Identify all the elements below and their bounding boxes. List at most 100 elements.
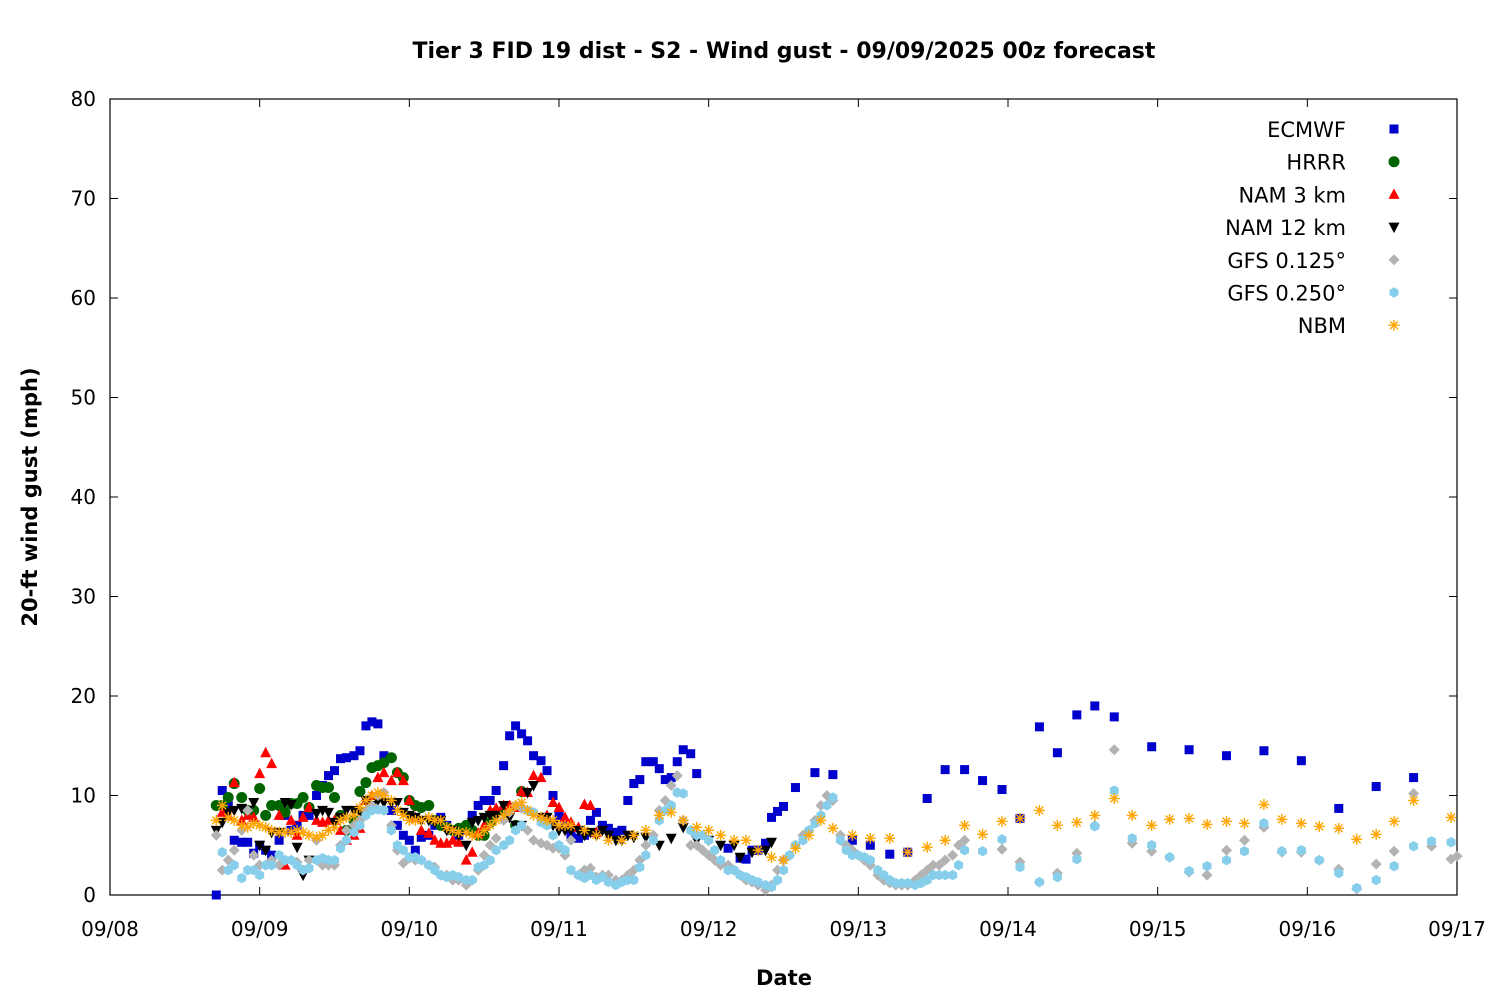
series-gfs-0-250-	[217, 785, 1456, 894]
data-point	[210, 814, 222, 826]
data-point	[236, 791, 248, 803]
data-point	[677, 822, 689, 834]
data-point	[498, 809, 510, 821]
data-point	[1370, 828, 1382, 840]
data-point	[603, 876, 613, 888]
data-point	[397, 809, 409, 821]
x-tick-label: 09/09	[231, 917, 289, 941]
data-point	[1295, 817, 1307, 829]
data-point	[297, 791, 309, 803]
data-point	[254, 783, 266, 795]
data-point	[323, 807, 335, 819]
data-point	[1071, 816, 1083, 828]
data-point	[1221, 815, 1233, 827]
data-point	[865, 840, 875, 850]
data-point	[360, 777, 372, 789]
data-point	[665, 806, 677, 818]
data-point	[629, 779, 639, 789]
data-point	[959, 819, 971, 831]
legend-label: GFS 0.125°	[1227, 249, 1346, 273]
data-point	[504, 804, 516, 816]
data-point	[815, 814, 827, 826]
data-point	[423, 799, 435, 811]
data-point	[565, 834, 577, 846]
data-point	[367, 717, 377, 727]
data-point	[373, 719, 383, 729]
data-point	[1184, 745, 1194, 755]
data-point	[779, 864, 788, 876]
y-tick-label: 60	[71, 286, 96, 310]
data-point	[535, 771, 547, 783]
data-point	[635, 775, 645, 785]
data-point	[222, 811, 234, 823]
data-point	[372, 771, 384, 783]
data-point	[498, 800, 510, 812]
data-point	[767, 881, 777, 893]
data-point	[397, 774, 409, 786]
data-point	[703, 824, 715, 836]
data-point	[324, 771, 334, 781]
legend-marker	[1389, 124, 1399, 134]
data-point	[248, 797, 260, 809]
data-point	[416, 854, 426, 866]
data-point	[386, 805, 396, 815]
y-axis: 0 10 20 30 40 50 60 70 80	[71, 87, 1457, 907]
legend-marker	[1388, 156, 1400, 168]
data-point	[523, 736, 533, 746]
data-point	[640, 839, 652, 851]
data-point	[1389, 860, 1399, 872]
x-tick-label: 09/15	[1129, 917, 1187, 941]
data-point	[340, 824, 352, 836]
data-point	[341, 835, 351, 846]
data-point	[330, 766, 339, 776]
data-point	[485, 795, 495, 805]
data-point	[773, 806, 783, 816]
data-point	[1409, 841, 1419, 852]
data-point	[391, 766, 403, 778]
x-tick-label: 09/12	[680, 917, 738, 941]
data-point	[285, 814, 297, 825]
data-point	[740, 834, 752, 846]
data-point	[1201, 818, 1213, 830]
data-point	[499, 761, 509, 771]
data-point	[628, 829, 640, 841]
data-point	[285, 799, 297, 811]
data-point	[335, 843, 345, 854]
series-gfs-0-125-	[210, 744, 1463, 896]
data-point	[1051, 819, 1063, 831]
data-point	[454, 871, 464, 883]
data-point	[1258, 798, 1270, 810]
data-point	[617, 825, 627, 835]
data-point	[303, 829, 315, 841]
legend-marker	[1388, 319, 1400, 331]
data-point	[1052, 871, 1062, 883]
data-point	[641, 757, 651, 767]
x-axis: 09/08 09/09 09/10 09/11 09/12 09/13 09/14 09/15…	[81, 99, 1486, 941]
data-point	[355, 820, 365, 831]
data-point	[335, 754, 345, 764]
data-point	[960, 845, 970, 856]
data-point	[977, 828, 989, 840]
data-point	[1146, 819, 1158, 831]
data-point	[565, 819, 577, 831]
data-point	[1277, 846, 1287, 857]
y-tick-label: 40	[71, 485, 96, 509]
data-point	[266, 824, 278, 836]
data-point	[578, 824, 590, 836]
data-point	[1222, 854, 1232, 866]
data-point	[485, 854, 495, 866]
data-point	[404, 835, 414, 845]
legend-label: ECMWF	[1267, 118, 1346, 142]
data-point	[692, 769, 702, 779]
data-point	[665, 833, 677, 845]
data-point	[547, 814, 559, 826]
y-tick-label: 50	[71, 386, 96, 410]
data-point	[1164, 813, 1176, 825]
data-point	[789, 842, 801, 854]
data-point	[766, 851, 778, 863]
data-point	[710, 845, 720, 856]
data-point	[453, 836, 465, 847]
legend-label: NBM	[1298, 314, 1346, 338]
data-point	[1015, 861, 1025, 873]
data-point	[996, 843, 1008, 855]
